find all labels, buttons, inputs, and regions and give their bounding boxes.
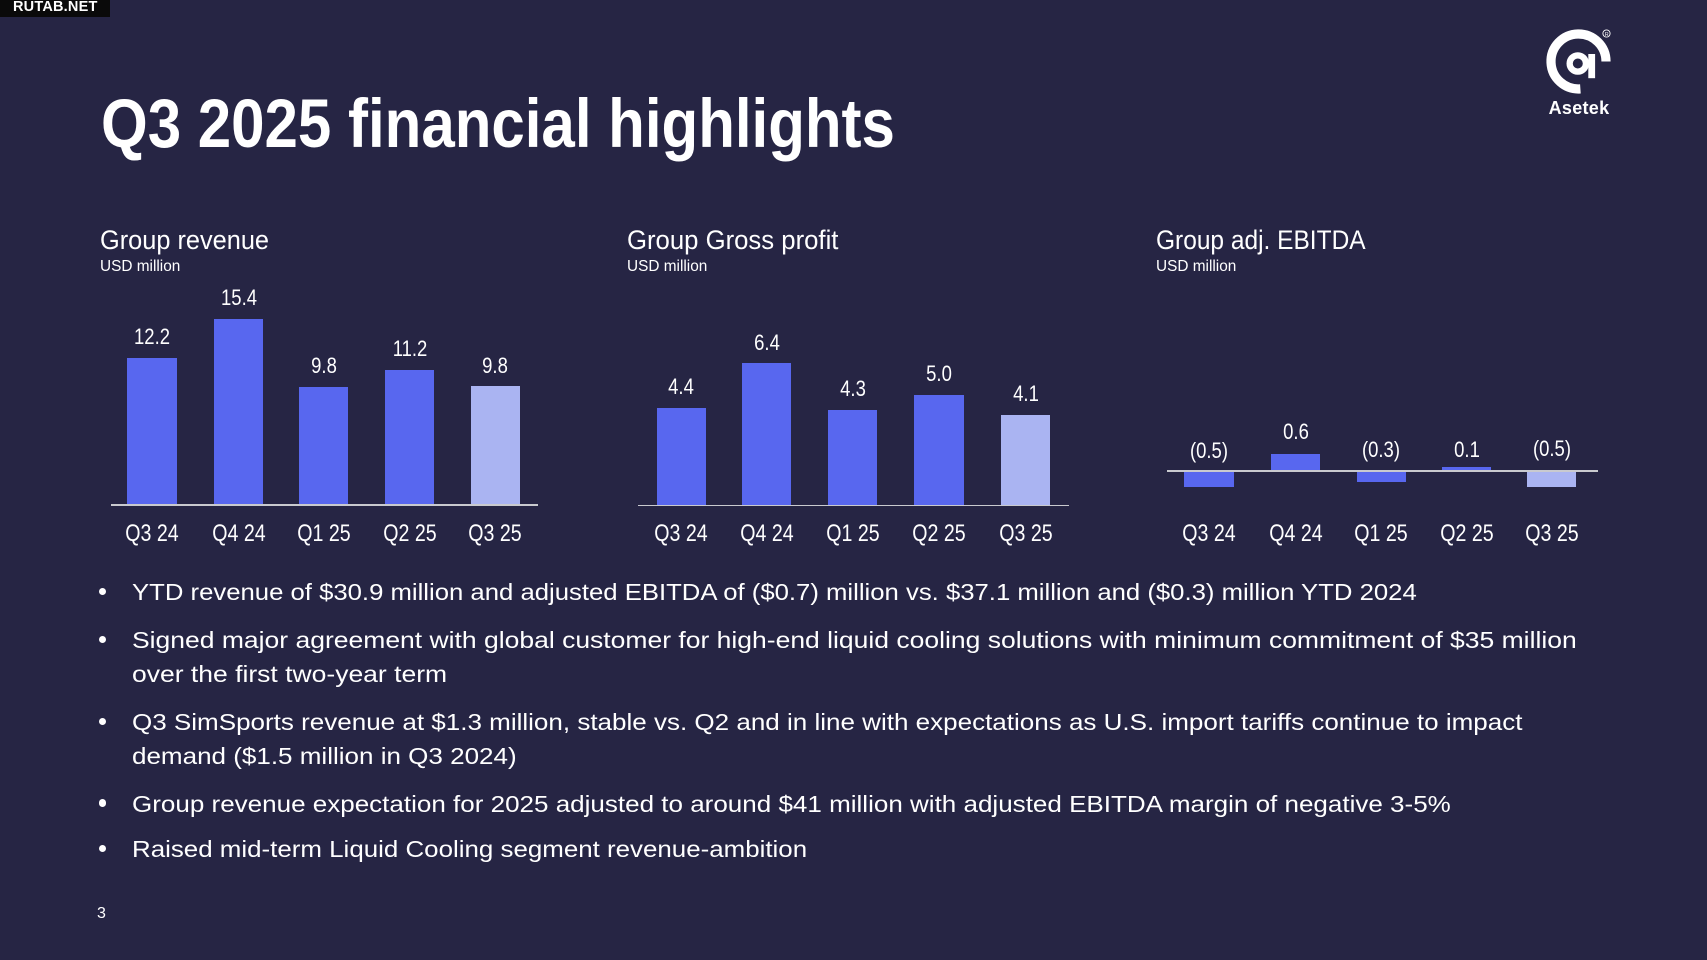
svg-text:R: R [1605, 32, 1609, 38]
